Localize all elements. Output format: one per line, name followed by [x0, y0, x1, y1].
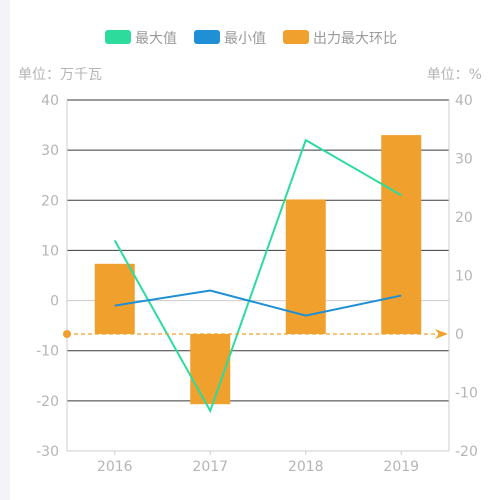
left-tick-label: -10	[36, 344, 59, 360]
right-axis-ticks: 40 30 20 10 0 -10 -20	[455, 93, 478, 460]
line-series	[113, 138, 402, 414]
right-tick-label: 0	[455, 327, 464, 343]
left-tick-label: -30	[36, 444, 59, 460]
bar-series	[94, 135, 422, 405]
line-series-0[interactable]	[113, 138, 402, 414]
legend-item[interactable]: 出力最大环比	[283, 30, 397, 47]
legend-label: 最小值	[224, 31, 266, 47]
right-tick-label: 20	[455, 210, 473, 226]
right-tick-label: 40	[455, 93, 473, 109]
left-tick-label: -20	[36, 394, 59, 410]
bar-2017[interactable]	[190, 334, 231, 405]
x-tick-label: 2017	[192, 459, 228, 475]
x-tick-label: 2016	[97, 459, 133, 475]
legend: 最大值 最小值 出力最大环比	[105, 30, 397, 47]
line-series-1[interactable]	[114, 289, 402, 317]
x-tick-label: 2019	[383, 459, 419, 475]
legend-label: 最大值	[135, 31, 177, 47]
left-tick-label: 20	[41, 193, 59, 209]
legend-item[interactable]: 最大值	[105, 30, 177, 47]
grid-lines	[66, 99, 450, 452]
right-axis-unit-label: 单位：%	[427, 67, 482, 83]
x-axis-ticks: 2016 2017 2018 2019	[97, 451, 419, 475]
left-tick-label: 30	[41, 143, 59, 159]
left-axis-unit-label: 单位：万千瓦	[18, 67, 102, 83]
left-axis-ticks: 40 30 20 10 0 -10 -20 -30	[36, 93, 59, 460]
legend-swatch	[283, 30, 309, 44]
right-tick-label: -20	[455, 444, 478, 460]
legend-label: 出力最大环比	[313, 31, 397, 47]
reference-arrow-icon	[435, 329, 448, 339]
left-tick-label: 40	[41, 93, 59, 109]
bar-2018[interactable]	[285, 199, 326, 334]
legend-item[interactable]: 最小值	[194, 30, 266, 47]
bar-2016[interactable]	[94, 263, 135, 334]
right-tick-label: -10	[455, 386, 478, 402]
left-tick-label: 10	[41, 243, 59, 259]
left-tick-label: 0	[50, 294, 59, 310]
x-tick-label: 2018	[288, 459, 324, 475]
legend-swatch	[105, 30, 131, 44]
bar-2019[interactable]	[381, 135, 422, 334]
legend-swatch	[194, 30, 220, 44]
right-tick-label: 10	[455, 269, 473, 285]
right-tick-label: 30	[455, 152, 473, 168]
reference-line	[63, 329, 448, 339]
